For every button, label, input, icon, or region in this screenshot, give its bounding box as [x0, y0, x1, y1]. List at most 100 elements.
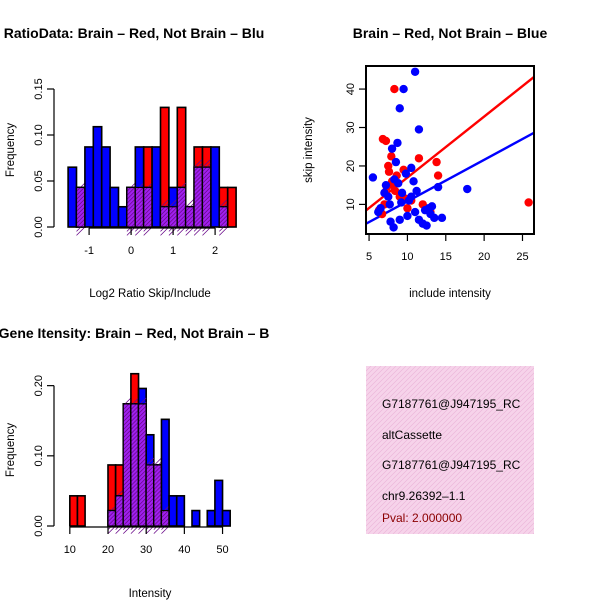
histogram1-bar-not-brain-0 [67, 166, 78, 228]
histogram2-hatch-line [130, 417, 139, 426]
info-hatch-line [366, 366, 527, 527]
histogram2-hatch-line [138, 401, 147, 410]
histogram1-bar-not-brain-2 [84, 146, 95, 228]
histogram2-overlap-8 [130, 397, 140, 534]
histogram2-hatch-line [122, 409, 132, 418]
info-hatch-line [366, 366, 377, 377]
info-gene-locus: chr9.26392–1.1 [382, 489, 466, 503]
histogram2-hatch-line [130, 457, 139, 466]
info-hatch-line [366, 366, 382, 382]
histogram1-hatch-line [126, 210, 136, 220]
histogram2-overlap-fill-6 [115, 495, 124, 526]
ratio-histogram-xlabel: Log2 Ratio Skip/Include [89, 288, 210, 300]
scatter-point-not-brain [376, 204, 385, 213]
histogram2-hatch-line [130, 489, 139, 498]
histogram2-hatch-line [138, 457, 147, 466]
histogram2-hatch-line [138, 485, 147, 494]
histogram2-hatch-line [122, 513, 132, 522]
histogram1-overlap-13 [176, 182, 187, 236]
histogram2-bar-brain-1 [76, 495, 86, 527]
info-hatch-line [392, 392, 534, 534]
histogram1-hatch-line [177, 198, 186, 208]
info-hatch-line [527, 527, 534, 534]
histogram2-hatch-line [138, 473, 147, 482]
histogram1-hatch-line [168, 206, 178, 216]
histogram2-overlap-10 [145, 457, 155, 534]
histogram2-hatch-line [130, 425, 139, 434]
scatter-ylabel: skip intensity [303, 117, 315, 183]
info-hatch-line [367, 367, 534, 534]
scatter-frame [365, 65, 535, 235]
info-probe-id: G7187761@J947195_RC [382, 397, 521, 411]
histogram1-hatch-line [126, 206, 136, 216]
histogram2-hatch-line [122, 417, 132, 426]
histogram2-hatch-line [122, 437, 132, 446]
histogram2-hatch-line [138, 405, 147, 414]
scatter-point-not-brain [385, 200, 394, 209]
histogram2-hatch-line [122, 501, 132, 510]
scatter-x-tick-label: 5 [366, 251, 372, 263]
histogram2-hatch-line [138, 505, 147, 514]
scatter-point-not-brain [393, 138, 402, 148]
histogram1-hatch-line [193, 206, 203, 216]
histogram2-hatch-line [122, 517, 132, 526]
scatter-point-not-brain [409, 177, 418, 186]
info-hatch-line [538, 366, 600, 534]
info-hatch-line [366, 366, 397, 397]
histogram2-y-tick-label: 0.00 [33, 515, 45, 536]
histogram2-hatch-line [145, 509, 155, 518]
info-hatch-line [377, 377, 534, 534]
scatter-point-brain [381, 136, 391, 146]
histogram1-hatch-line [177, 218, 186, 228]
histogram1-overlap-18 [218, 198, 229, 236]
histogram1-hatch-line [177, 190, 186, 200]
histogram1-hatch-line [160, 198, 170, 208]
histogram1-hatch-line [135, 202, 144, 212]
scatter-point-not-brain [394, 179, 403, 188]
histogram2-overlap-12 [160, 505, 170, 534]
info-hatch-line [366, 366, 442, 442]
histogram1-hatch-line [202, 218, 212, 228]
histogram2-hatch-line [130, 453, 139, 462]
histogram2-hatch-line [138, 445, 147, 454]
histogram1-overlap-fill-15 [194, 167, 203, 227]
histogram2-y-tick-label: 0.20 [33, 375, 45, 396]
info-pval: Pval: 2.000000 [382, 511, 462, 525]
histogram1-hatch-line [177, 214, 186, 224]
histogram1-hatch-line [193, 202, 203, 212]
histogram2-hatch-line [122, 433, 132, 442]
histogram2-hatch-line [145, 493, 155, 502]
intensity-histogram-title: Gene Itensity: Brain – Red, Not Brain – … [0, 325, 269, 341]
histogram1-hatch-line [193, 194, 203, 204]
histogram1-hatch-line [168, 210, 178, 220]
histogram2-hatch-line [130, 413, 139, 422]
histogram2-hatch-line [153, 465, 162, 474]
histogram2-x-tick-label: 30 [140, 544, 152, 556]
histogram2-overlap-fill-9 [138, 403, 147, 526]
info-hatch-line [407, 407, 534, 534]
scatter-point-not-brain [412, 186, 421, 196]
histogram2-hatch-line [153, 489, 162, 498]
histogram2-overlap-fill-8 [130, 403, 139, 526]
histogram1-overlap-fill-14 [185, 206, 195, 227]
info-hatch-line [366, 366, 412, 412]
histogram1-hatch-line [76, 194, 86, 204]
info-hatch-line [366, 366, 447, 447]
scatter-point-not-brain [391, 157, 401, 167]
histogram1-hatch-line [202, 182, 212, 192]
histogram2-hatch-line [138, 425, 147, 434]
scatter-point-not-brain [437, 213, 447, 223]
histogram1-hatch-line [126, 218, 136, 228]
histogram2-x-tick-label: 50 [216, 544, 228, 556]
histogram1-hatch-line [135, 210, 144, 220]
info-hatch-line [422, 422, 534, 534]
histogram1-hatch-line [193, 190, 203, 200]
info-hatch-line [553, 366, 600, 534]
histogram1-hatch-line [202, 186, 212, 196]
histogram2-hatch-line [153, 477, 162, 486]
histogram2-hatch-line [130, 437, 139, 446]
histogram2-bar-not-brain-18 [206, 509, 216, 527]
info-hatch-line [366, 366, 517, 517]
histogram2-overlap-5 [107, 505, 117, 534]
scatter-point-brain [432, 157, 441, 167]
